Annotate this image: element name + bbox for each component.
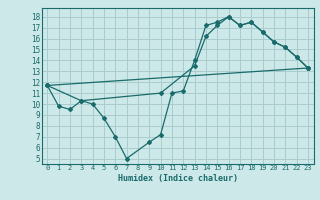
X-axis label: Humidex (Indice chaleur): Humidex (Indice chaleur)	[118, 174, 237, 183]
